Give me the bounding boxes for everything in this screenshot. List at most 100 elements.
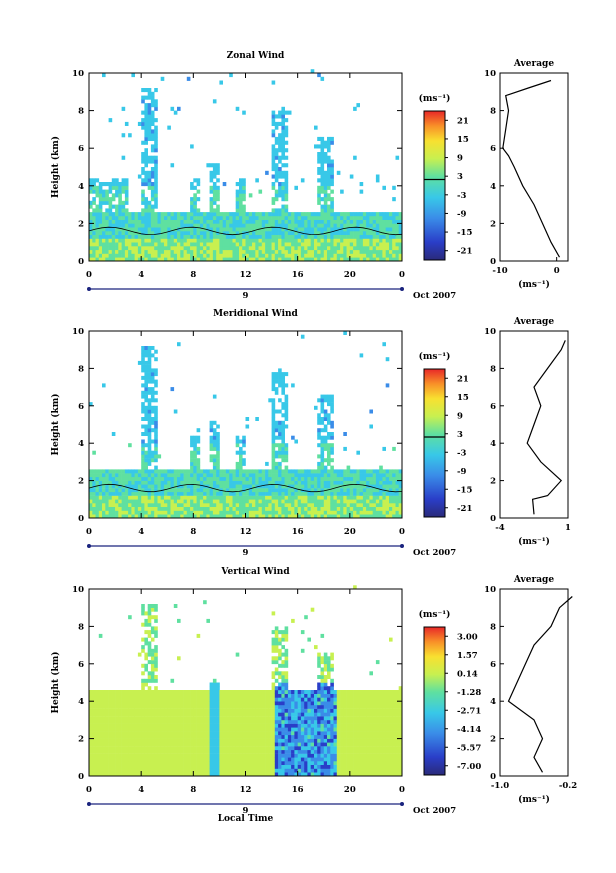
heatmap-cell (92, 234, 96, 239)
heatmap-cell (209, 473, 214, 478)
heatmap-cell (206, 690, 210, 694)
heatmap-cell (340, 514, 344, 519)
heatmap-cell (154, 106, 158, 111)
heatmap-cell (199, 215, 204, 220)
heatmap-cell (102, 716, 106, 721)
heatmap-cell (261, 476, 266, 481)
heatmap-cell (274, 454, 279, 459)
heatmap-cell (281, 428, 285, 433)
heatmap-cell (300, 495, 305, 500)
heatmap-cell (190, 749, 194, 754)
heatmap-cell (245, 215, 250, 220)
heatmap-cell (327, 204, 331, 209)
heatmap-cell (134, 219, 139, 224)
heatmap-cell (124, 469, 129, 474)
heatmap-cell (95, 738, 100, 743)
heatmap-cell (167, 749, 171, 754)
heatmap-cell (164, 514, 168, 519)
heatmap-cell (154, 88, 158, 93)
heatmap-cell (209, 495, 214, 500)
heatmap-cell (150, 246, 155, 251)
heatmap-cell (389, 514, 393, 519)
heatmap-cell (196, 450, 201, 455)
heatmap-cell (216, 435, 220, 440)
heatmap-cell (89, 701, 93, 706)
heatmap-cell (115, 480, 119, 485)
heatmap-cell (150, 716, 155, 721)
heatmap-cell (147, 675, 152, 679)
heatmap-cell (95, 473, 100, 478)
heatmap-cell (89, 690, 93, 694)
heatmap-cell (392, 238, 396, 243)
heatmap-cell (330, 491, 334, 496)
heatmap-cell (154, 197, 158, 202)
heatmap-cell (147, 417, 152, 421)
heatmap-cell (160, 738, 165, 743)
heatmap-cell (353, 469, 357, 474)
heatmap-cell (291, 506, 295, 511)
heatmap-cell (137, 242, 142, 247)
heatmap-cell (203, 215, 207, 220)
colorbar-tick-label: -3 (457, 448, 467, 458)
heatmap-cell (98, 227, 103, 232)
heatmap-cell (180, 697, 184, 702)
heatmap-cell (141, 200, 145, 205)
heatmap-cell (190, 757, 194, 762)
heatmap-cell (281, 491, 285, 496)
heatmap-cell (98, 230, 103, 235)
heatmap-cell (173, 249, 178, 254)
heatmap-cell (131, 480, 135, 485)
heatmap-cell (124, 121, 129, 126)
heatmap-cell (271, 731, 276, 736)
heatmap-cell (284, 219, 289, 224)
heatmap-cell (274, 372, 279, 377)
heatmap-cell (209, 772, 214, 777)
heatmap-cell (330, 253, 334, 258)
heatmap-cell (271, 476, 276, 481)
heatmap-cell (265, 746, 269, 751)
heatmap-cell (154, 708, 158, 713)
heatmap-cell (141, 383, 145, 388)
heatmap-cell (271, 450, 276, 455)
heatmap-cell (356, 480, 360, 485)
heatmap-cell (212, 197, 217, 202)
heatmap-cell (265, 738, 269, 743)
heatmap-cell (281, 182, 285, 187)
heatmap-cell (160, 753, 165, 758)
heatmap-cell (144, 405, 148, 410)
heatmap-cell (297, 488, 302, 493)
heatmap-cell (147, 633, 152, 638)
heatmap-cell (281, 450, 285, 455)
heatmap-cell (102, 230, 106, 235)
heatmap-cell (95, 193, 100, 198)
heatmap-cell (229, 484, 233, 489)
heatmap-cell (242, 461, 246, 466)
heatmap-cell (261, 731, 266, 736)
heatmap-cell (297, 238, 302, 243)
heatmap-cell (291, 257, 295, 262)
heatmap-cell (196, 249, 201, 254)
heatmap-cell (111, 499, 116, 504)
heatmap-cell (144, 749, 148, 754)
heatmap-cell (353, 499, 357, 504)
heatmap-cell (150, 91, 155, 96)
heatmap-cell (128, 734, 132, 739)
heatmap-cell (242, 712, 246, 717)
heatmap-cell (92, 506, 96, 511)
heatmap-cell (180, 219, 184, 224)
heatmap-cell (209, 506, 214, 511)
heatmap-cell (258, 253, 263, 258)
heatmap-cell (131, 223, 135, 228)
heatmap-cell (121, 480, 126, 485)
heatmap-cell (212, 432, 217, 436)
heatmap-cell (375, 223, 380, 228)
heatmap-cell (278, 242, 282, 247)
heatmap-cell (317, 136, 321, 141)
heatmap-cell (232, 473, 237, 478)
heatmap-cell (170, 690, 175, 694)
heatmap-cell (144, 200, 148, 205)
heatmap-cell (121, 506, 126, 511)
heatmap-cell (248, 227, 253, 232)
heatmap-cell (167, 488, 171, 493)
heatmap-cell (398, 234, 403, 239)
